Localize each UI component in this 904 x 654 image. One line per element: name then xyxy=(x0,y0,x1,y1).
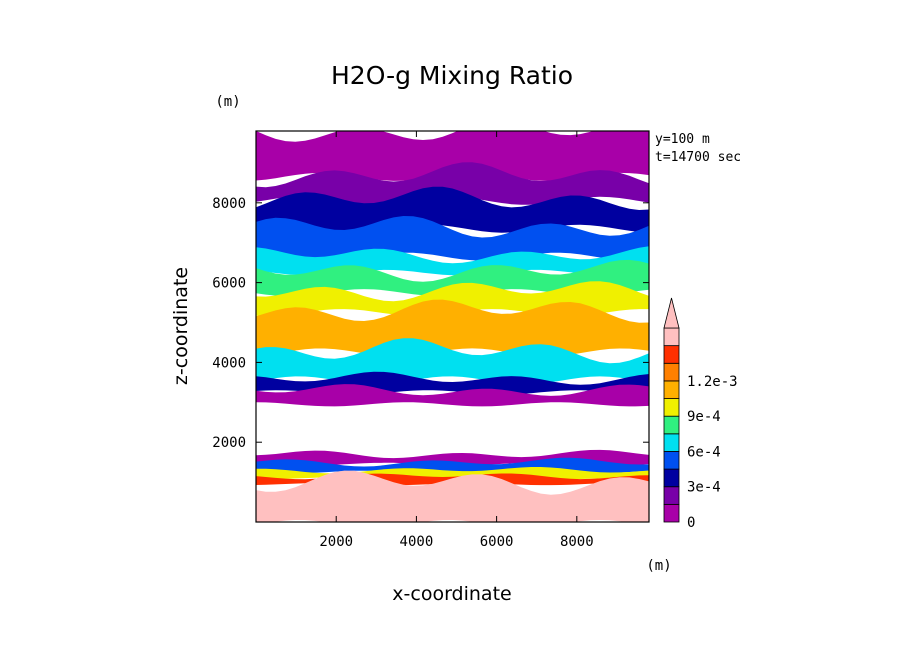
annotation-t: t=14700 sec xyxy=(655,150,741,165)
colorbar-label: 6e-4 xyxy=(687,444,721,460)
colorbar-label: 1.2e-3 xyxy=(687,374,738,390)
y-tick-label: 6000 xyxy=(212,276,246,292)
annotation-y: y=100 m xyxy=(655,132,710,147)
contour-band xyxy=(256,259,649,297)
x-unit-label: (m) xyxy=(646,558,671,574)
colorbar-swatch xyxy=(663,362,680,382)
contour-band xyxy=(256,338,649,385)
colorbar-swatch xyxy=(663,345,680,364)
colorbar-label: 9e-4 xyxy=(687,409,721,425)
x-axis: 2000 4000 6000 8000 xyxy=(319,131,594,550)
colorbar: 0 3e-4 6e-4 9e-4 1.2e-3 xyxy=(663,297,738,531)
x-tick-label: 4000 xyxy=(400,534,434,550)
colorbar-swatch xyxy=(663,451,680,470)
contour-band xyxy=(256,470,649,522)
colorbar-swatch xyxy=(663,415,680,435)
y-tick-label: 8000 xyxy=(212,196,246,212)
y-tick-label: 4000 xyxy=(212,355,246,371)
chart-title: H2O-g Mixing Ratio xyxy=(331,61,573,90)
plot-area xyxy=(256,131,649,522)
contour-band xyxy=(256,131,649,181)
x-tick-label: 6000 xyxy=(480,534,514,550)
x-axis-label: x-coordinate xyxy=(392,583,511,605)
colorbar-extend-arrow xyxy=(663,297,680,329)
y-axis-label: z-coordinate xyxy=(170,267,192,385)
x-tick-label: 2000 xyxy=(319,534,353,550)
contour-band xyxy=(256,384,649,407)
colorbar-swatch xyxy=(663,398,680,417)
contour-band xyxy=(256,162,649,205)
colorbar-swatch xyxy=(663,468,680,488)
colorbar-label: 0 xyxy=(687,515,695,531)
colorbar-swatch xyxy=(663,327,680,347)
colorbar-label: 3e-4 xyxy=(687,480,721,496)
colorbar-swatch xyxy=(663,380,680,399)
plot-frame xyxy=(255,130,650,523)
contour-band xyxy=(256,299,649,357)
colorbar-swatch xyxy=(663,486,680,505)
y-unit-label: (m) xyxy=(215,94,240,110)
y-tick-label: 2000 xyxy=(212,435,246,451)
colorbar-swatch xyxy=(663,433,680,452)
contour-band xyxy=(256,186,649,233)
y-axis: 2000 4000 6000 8000 xyxy=(212,196,649,451)
contour-band xyxy=(256,216,649,261)
x-tick-label: 8000 xyxy=(560,534,594,550)
colorbar-swatch xyxy=(663,503,680,523)
